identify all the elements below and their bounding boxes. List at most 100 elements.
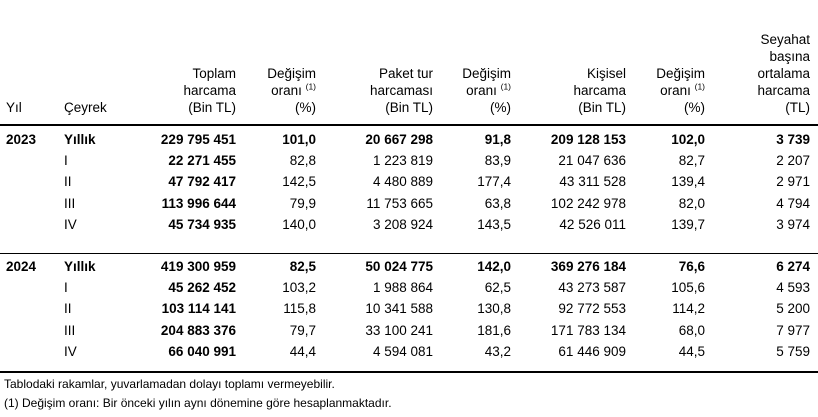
total-cell: 113 996 644	[161, 195, 236, 211]
avg-cell: 6 274	[776, 259, 810, 274]
header-total-line3: (Bin TL)	[188, 100, 236, 115]
header-total-line1: Toplam	[192, 66, 236, 81]
header-change3: Değişim oranı (1) (%)	[656, 65, 705, 116]
header-rule	[0, 124, 818, 126]
header-change1-line1: Değişim	[267, 66, 316, 81]
c3-cell: 68,0	[678, 322, 705, 338]
pkg-cell: 1 223 819	[372, 153, 433, 169]
total-cell: 419 300 959	[160, 259, 236, 274]
pkg-cell: 4 594 081	[372, 343, 433, 359]
c3-cell: 105,6	[671, 280, 705, 296]
quarter-cell: II	[64, 301, 72, 317]
table-bottom-rule	[0, 371, 818, 373]
table-row: 2024 Yıllık 419 300 959 82,5 50 024 775 142,0…	[0, 257, 818, 278]
c1-cell: 140,0	[282, 216, 316, 232]
pkg-cell: 1 988 864	[372, 280, 433, 296]
avg-cell: 4 794	[776, 195, 810, 211]
pers-cell: 43 273 587	[558, 280, 626, 296]
group-separator	[0, 253, 818, 254]
header-avg-line3: ortalama	[757, 66, 810, 81]
header-change2-line1: Değişim	[462, 66, 511, 81]
header-personal-line1: Kişisel	[586, 66, 626, 81]
header-change2-line2: oranı	[466, 83, 497, 98]
header-change1-line3: (%)	[295, 100, 316, 115]
avg-cell: 4 593	[776, 280, 810, 296]
avg-cell: 2 971	[776, 174, 810, 190]
c2-cell: 130,8	[477, 301, 511, 317]
c1-cell: 79,7	[289, 322, 316, 338]
c3-cell: 114,2	[672, 301, 705, 317]
c1-cell: 82,8	[289, 153, 316, 169]
c2-cell: 181,6	[477, 322, 511, 338]
header-change2: Değişim oranı (1) (%)	[462, 65, 511, 116]
table-row: III 113 996 644 79,9 11 753 665 63,8 102 242 …	[0, 194, 818, 215]
c3-cell: 139,7	[671, 216, 705, 232]
header-personal: Kişisel harcama (Bin TL)	[573, 65, 626, 116]
c2-cell: 91,8	[484, 132, 511, 147]
pkg-cell: 20 667 298	[365, 132, 433, 147]
c3-cell: 44,5	[678, 343, 705, 359]
table-header: Yıl Çeyrek Toplam harcama (Bin TL) Değiş…	[0, 0, 818, 124]
header-change1: Değişim oranı (1) (%)	[267, 65, 316, 116]
c2-cell: 63,8	[484, 195, 511, 211]
c1-cell: 82,5	[289, 259, 316, 274]
quarter-cell: I	[64, 153, 68, 169]
avg-cell: 3 739	[776, 132, 810, 147]
total-cell: 229 795 451	[160, 132, 236, 147]
c1-cell: 103,2	[282, 280, 316, 296]
table-row: I 22 271 455 82,8 1 223 819 83,9 21 047 636 82…	[0, 151, 818, 172]
quarter-cell: III	[64, 322, 76, 338]
c3-cell: 139,4	[671, 174, 705, 190]
footnote-change-rate: (1) Değişim oranı: Bir önceki yılın aynı…	[4, 396, 392, 410]
pkg-cell: 4 480 889	[372, 174, 433, 190]
quarter-cell: I	[64, 280, 68, 296]
c1-cell: 101,0	[282, 132, 316, 147]
table-row: II 47 792 417 142,5 4 480 889 177,4 43 311 52…	[0, 172, 818, 193]
c2-cell: 83,9	[484, 153, 511, 169]
header-change3-line1: Değişim	[656, 66, 705, 81]
header-quarter-label: Çeyrek	[64, 100, 107, 115]
avg-cell: 3 974	[776, 216, 810, 232]
quarter-cell: IV	[64, 216, 77, 232]
total-cell: 22 271 455	[168, 153, 236, 169]
year-cell: 2024	[6, 259, 37, 274]
c1-cell: 79,9	[289, 195, 316, 211]
header-quarter: Çeyrek	[64, 99, 107, 116]
header-year-label: Yıl	[6, 100, 22, 115]
c3-cell: 82,0	[678, 195, 705, 211]
avg-cell: 5 759	[776, 343, 810, 359]
footnote-rounding: Tablodaki rakamlar, yuvarlamadan dolayı …	[4, 377, 335, 391]
quarter-cell: Yıllık	[64, 132, 96, 147]
table-row: II 103 114 141 115,8 10 341 588 130,8 92 772 …	[0, 299, 818, 320]
c3-cell: 76,6	[678, 259, 705, 274]
c2-cell: 143,5	[477, 216, 511, 232]
avg-cell: 7 977	[776, 322, 810, 338]
header-total-line2: harcama	[183, 83, 236, 98]
pers-cell: 42 526 011	[559, 216, 626, 232]
header-package-line2: harcaması	[369, 83, 433, 98]
header-package: Paket tur harcaması (Bin TL)	[370, 65, 433, 116]
total-cell: 45 262 452	[168, 280, 236, 296]
pkg-cell: 3 208 924	[372, 216, 433, 232]
table-row: I 45 262 452 103,2 1 988 864 62,5 43 273 587 1…	[0, 278, 818, 299]
pers-cell: 209 128 153	[550, 132, 626, 147]
header-change3-line2: oranı	[660, 83, 691, 98]
c2-cell: 43,2	[484, 343, 511, 359]
total-cell: 103 114 141	[161, 301, 236, 317]
header-year: Yıl	[6, 99, 22, 116]
table-row: III 204 883 376 79,7 33 100 241 181,6 171 783…	[0, 321, 818, 342]
header-avg-line1: Seyahat	[760, 32, 810, 47]
header-change2-line3: (%)	[490, 100, 511, 115]
year-cell: 2023	[6, 132, 37, 147]
pers-cell: 21 047 636	[558, 153, 626, 169]
footnote-marker: (1)	[305, 81, 316, 92]
pers-cell: 102 242 978	[550, 195, 626, 211]
header-avg-line5: (TL)	[785, 100, 810, 115]
header-personal-line3: (Bin TL)	[578, 100, 626, 115]
c1-cell: 44,4	[289, 343, 316, 359]
footnote-marker: (1)	[694, 81, 705, 92]
header-package-line3: (Bin TL)	[385, 100, 433, 115]
table-row: 2023 Yıllık 229 795 451 101,0 20 667 298 91,8…	[0, 130, 818, 151]
quarter-cell: II	[64, 174, 72, 190]
c3-cell: 102,0	[671, 132, 705, 147]
